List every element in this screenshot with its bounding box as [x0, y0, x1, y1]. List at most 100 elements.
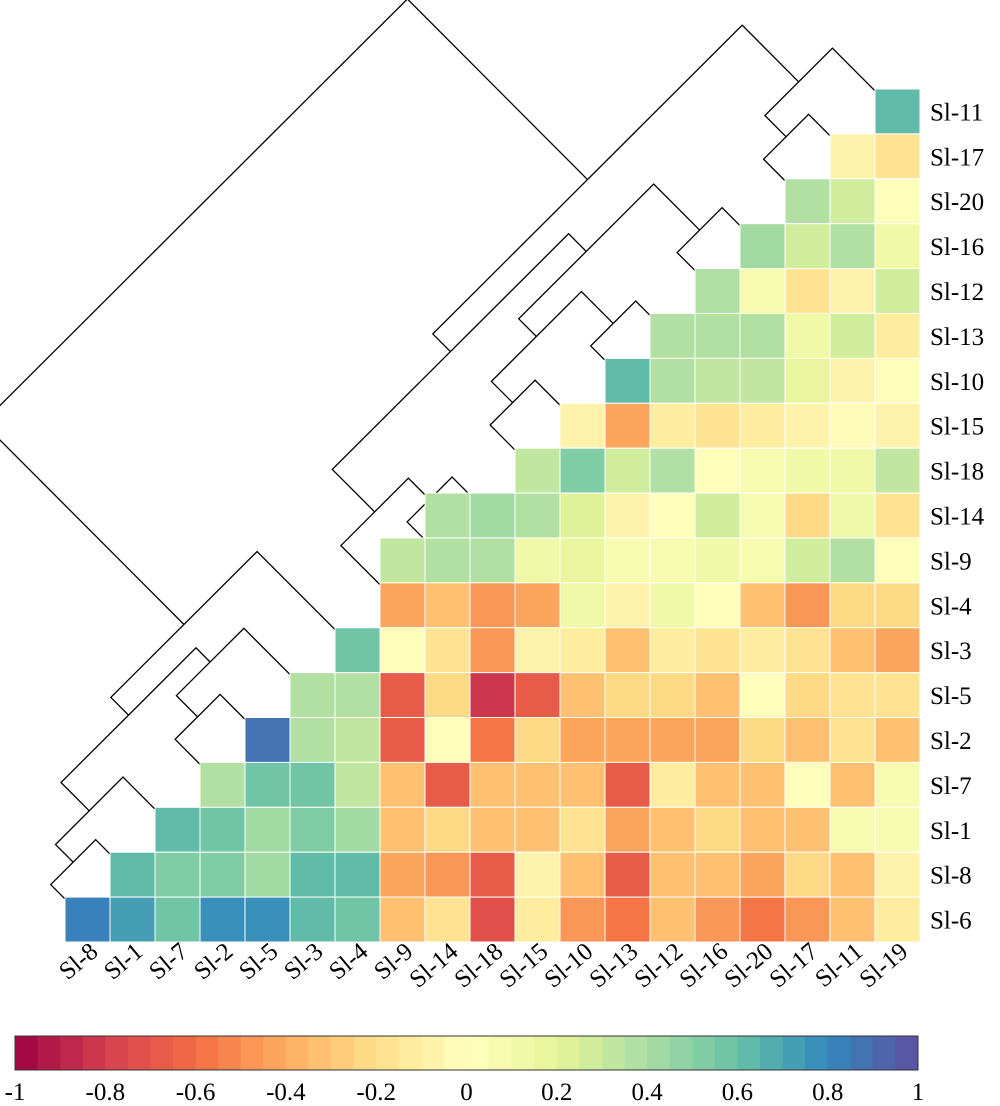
heatmap-cell: [469, 537, 516, 584]
heatmap-cell: [424, 896, 471, 943]
heatmap-cell: [649, 447, 696, 494]
heatmap-cell: [379, 537, 426, 584]
heatmap-cell: [424, 806, 471, 853]
heatmap-cell: [784, 672, 831, 719]
heatmap-cell: [379, 717, 426, 763]
heatmap-cell: [379, 896, 426, 943]
colorbar-swatch: [195, 1036, 219, 1070]
heatmap-cell: [604, 672, 651, 719]
heatmap-cell: [289, 851, 336, 898]
dendrogram-branch: [175, 627, 303, 718]
heatmap-cell: [649, 761, 696, 808]
colorbar-swatch: [647, 1036, 671, 1070]
heatmap-cell: [874, 582, 921, 629]
heatmap-cell: [694, 806, 741, 853]
heatmap-cell: [379, 761, 426, 808]
heatmap-cell: [64, 896, 111, 943]
heatmap-cell: [334, 717, 381, 763]
dendrogram-branch: [339, 477, 431, 597]
heatmap-cell: [874, 133, 921, 180]
heatmap-cell: [334, 672, 381, 719]
heatmap-cell: [154, 806, 201, 853]
dendrogram-branch: [60, 646, 211, 812]
heatmap-cell: [739, 806, 786, 853]
heatmap-cell: [874, 312, 921, 359]
heatmap-cell: [784, 178, 831, 225]
colorbar-tick-label: 0.6: [722, 1079, 753, 1106]
colorbar-tick-label: 0.4: [631, 1079, 663, 1106]
heatmap-cell: [559, 582, 606, 629]
heatmap-cell: [379, 851, 426, 898]
dendrogram-branch: [0, 0, 588, 625]
heatmap-cell: [334, 761, 381, 808]
heatmap-cell: [829, 582, 876, 629]
heatmap-cell: [874, 806, 921, 853]
colorbar-swatch: [421, 1036, 445, 1070]
heatmap-cell: [109, 896, 156, 943]
heatmap-cell: [694, 268, 741, 314]
heatmap-cell: [649, 537, 696, 584]
heatmap-cell: [739, 851, 786, 898]
colorbar-swatch: [127, 1036, 151, 1070]
colorbar-swatch: [737, 1036, 761, 1070]
colorbar-swatch: [669, 1036, 693, 1070]
heatmap-cell: [784, 627, 831, 674]
heatmap-cell: [649, 851, 696, 898]
heatmap-cell: [784, 761, 831, 808]
heatmap-cell: [559, 761, 606, 808]
heatmap-cell: [694, 896, 741, 943]
heatmap-cell: [874, 537, 921, 584]
row-label: Sl-1: [930, 818, 972, 845]
colorbar-swatch: [759, 1036, 784, 1070]
heatmap-cell: [469, 582, 516, 629]
column-label: Sl-3: [279, 938, 328, 985]
heatmap-cell: [604, 627, 651, 674]
heatmap-cell: [514, 761, 561, 808]
dendrogram-branch: [490, 290, 614, 404]
heatmap-cell: [559, 402, 606, 449]
heatmap-cell: [514, 672, 561, 719]
heatmap-cell: [514, 896, 561, 943]
heatmap-cell: [874, 627, 921, 674]
dendrogram: [0, 0, 888, 912]
column-label: Sl-13: [584, 938, 643, 994]
heatmap-cell: [739, 357, 786, 404]
heatmap-cell: [604, 806, 651, 853]
column-label: Sl-10: [539, 938, 598, 994]
heatmap-cell: [649, 312, 696, 359]
colorbar-swatch: [82, 1036, 106, 1070]
column-label: Sl-18: [449, 938, 508, 994]
heatmap-cell: [829, 537, 876, 584]
heatmap-cell: [604, 717, 651, 763]
heatmap-cell: [244, 896, 291, 943]
dendrogram-branch: [762, 113, 843, 193]
colorbar-swatch: [714, 1036, 738, 1070]
heatmap-cell: [829, 896, 876, 943]
heatmap-cell: [469, 851, 516, 898]
heatmap-cell: [874, 223, 921, 270]
heatmap-cell: [694, 851, 741, 898]
heatmap-cell: [244, 851, 291, 898]
row-label: Sl-10: [930, 369, 984, 396]
column-label: Sl-15: [494, 938, 553, 994]
colorbar-swatch: [173, 1036, 197, 1070]
heatmap-cell: [829, 312, 876, 359]
dendrogram-branch: [54, 776, 168, 863]
heatmap-cell: [424, 492, 471, 539]
heatmap-cell: [694, 537, 741, 584]
row-label: Sl-4: [930, 593, 972, 620]
heatmap-cells: [64, 88, 921, 943]
heatmap-cell: [694, 492, 741, 539]
heatmap-cell: [424, 761, 471, 808]
heatmap-cell: [604, 447, 651, 494]
colorbar-tick-labels: -1 -0.8 -0.6 -0.4 -0.2 0 0.2 0.4 0.6 0.8 1: [5, 1079, 925, 1106]
heatmap-cell: [829, 223, 876, 270]
heatmap-cell: [559, 492, 606, 539]
heatmap-cell: [379, 806, 426, 853]
heatmap-cell: [379, 627, 426, 674]
heatmap-cell: [289, 896, 336, 943]
heatmap-cell: [784, 806, 831, 853]
heatmap-cell: [469, 896, 516, 943]
heatmap-cell: [424, 717, 471, 763]
column-label: Sl-1: [99, 938, 148, 985]
